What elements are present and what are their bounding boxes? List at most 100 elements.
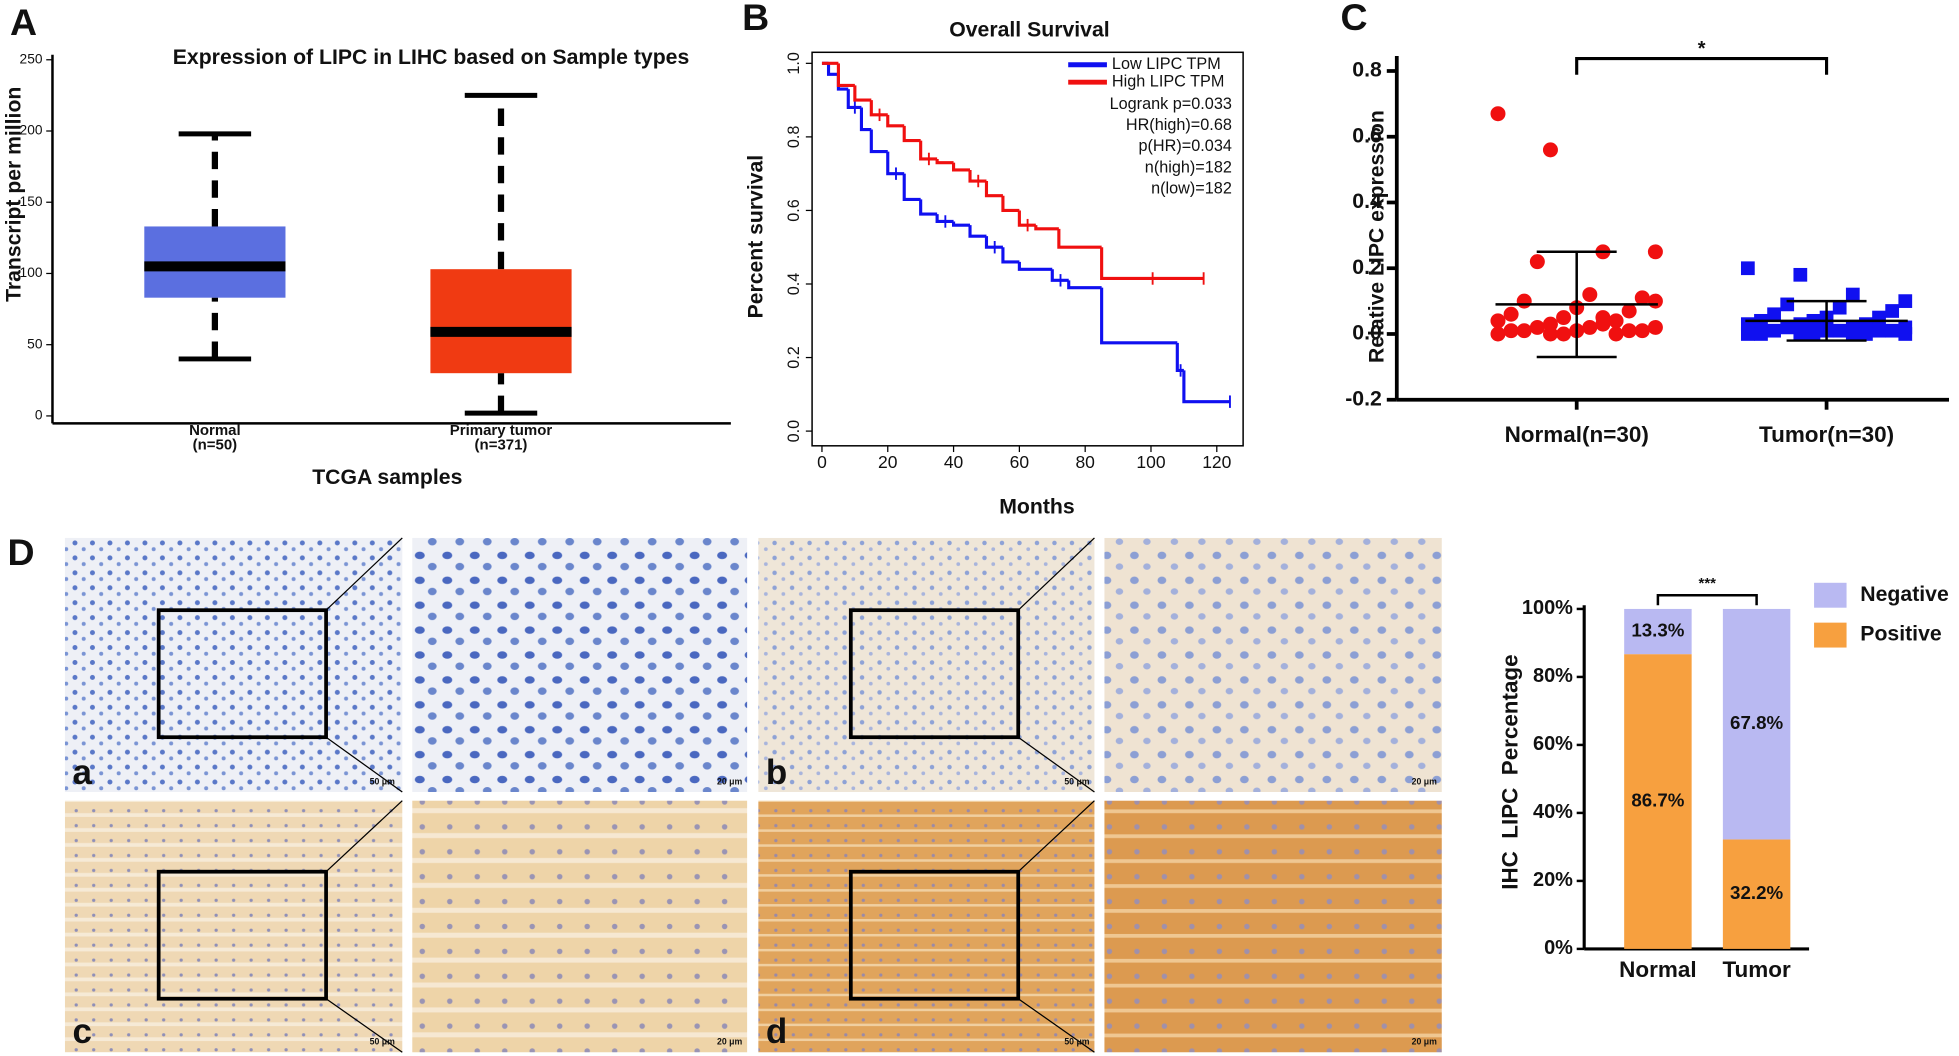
y-tick-label: 0.8 bbox=[785, 126, 803, 148]
value-label: 32.2% bbox=[1730, 882, 1783, 903]
ihc-images bbox=[64, 537, 1442, 1053]
ihc-image bbox=[1104, 537, 1442, 792]
point bbox=[1898, 327, 1913, 341]
point bbox=[1859, 327, 1873, 341]
scale-bar-label: 50 μm bbox=[370, 1037, 395, 1047]
annotation: n(low)=182 bbox=[1151, 180, 1232, 198]
survival-step bbox=[1100, 287, 1178, 345]
legend-label: Negative bbox=[1860, 583, 1949, 606]
legend-label: Positive bbox=[1860, 623, 1942, 646]
ihc-label: a bbox=[72, 753, 92, 792]
y-tick-label: 0.6 bbox=[785, 199, 803, 221]
y-tick-label: 20% bbox=[1533, 869, 1573, 891]
y-tick-label: 0.6 bbox=[1352, 124, 1382, 147]
survival-step bbox=[1100, 247, 1204, 281]
y-tick-label: 50 bbox=[27, 336, 43, 351]
survival-step bbox=[902, 125, 921, 143]
bar-segment bbox=[1722, 608, 1791, 840]
n-label: (n=50) bbox=[193, 437, 238, 454]
y-axis-label: Percent survival bbox=[745, 155, 768, 318]
point bbox=[1872, 323, 1886, 338]
point bbox=[1608, 326, 1624, 342]
y-tick-label: 0.8 bbox=[1352, 59, 1382, 82]
point bbox=[1582, 319, 1598, 335]
point bbox=[1767, 307, 1781, 322]
survival-step bbox=[1017, 210, 1036, 227]
survival-step bbox=[919, 199, 938, 216]
y-tick-label: 60% bbox=[1533, 733, 1573, 755]
x-axis-label: Months bbox=[999, 496, 1074, 519]
y-tick-label: 250 bbox=[20, 51, 43, 66]
survival-step bbox=[826, 63, 839, 76]
significance-label: * bbox=[1698, 38, 1706, 60]
y-tick-label: 0% bbox=[1544, 937, 1573, 959]
ihc-label: b bbox=[766, 753, 787, 792]
point bbox=[1503, 306, 1519, 322]
ihc-image bbox=[412, 537, 748, 792]
plot-frame bbox=[811, 51, 1244, 447]
point bbox=[1556, 326, 1572, 342]
point bbox=[1793, 327, 1808, 341]
ihc-image bbox=[412, 800, 748, 1053]
point bbox=[1740, 327, 1755, 341]
bar-segment bbox=[1722, 839, 1791, 949]
y-tick-label: 200 bbox=[20, 123, 43, 138]
y-tick-label: 0 bbox=[35, 408, 43, 423]
scale-bar-label: 50 μm bbox=[1064, 776, 1089, 786]
chart-title: Expression of LIPC in LIHC based on Samp… bbox=[173, 46, 690, 69]
y-tick-label: 0.2 bbox=[785, 346, 803, 368]
point bbox=[1740, 261, 1755, 276]
y-tick-label: 0.4 bbox=[1352, 190, 1382, 213]
scale-bar-label: 20 μm bbox=[1412, 776, 1437, 786]
annotation: Logrank p=0.033 bbox=[1110, 95, 1232, 113]
scale-bar-label: 20 μm bbox=[1412, 1037, 1437, 1047]
annotation: n(high)=182 bbox=[1145, 158, 1232, 176]
legend-label: Low LIPC TPM bbox=[1112, 55, 1221, 73]
point bbox=[1621, 303, 1637, 319]
point bbox=[1490, 313, 1506, 329]
survival-step bbox=[952, 221, 971, 227]
legend-label: High LIPC TPM bbox=[1112, 72, 1224, 90]
point bbox=[1529, 254, 1545, 270]
survival-step bbox=[1034, 225, 1059, 231]
box bbox=[430, 269, 572, 374]
x-tick-label: 40 bbox=[944, 452, 964, 472]
ihc-image bbox=[64, 800, 403, 1053]
y-tick-label: 0.2 bbox=[1352, 256, 1382, 279]
survival-step bbox=[1001, 247, 1020, 264]
point bbox=[1582, 287, 1598, 303]
point bbox=[1516, 323, 1532, 339]
value-label: 13.3% bbox=[1631, 620, 1684, 641]
survival-step bbox=[902, 173, 921, 201]
point bbox=[1832, 323, 1847, 338]
bar-segment bbox=[1624, 608, 1692, 655]
y-axis-label: IHC LIPC Percentage bbox=[1498, 654, 1523, 889]
point bbox=[1621, 323, 1637, 339]
x-tick-label: Normal bbox=[189, 422, 241, 439]
y-tick-label: 0.0 bbox=[1352, 322, 1382, 345]
point bbox=[1608, 313, 1624, 329]
scale-bar-label: 50 μm bbox=[370, 776, 395, 786]
x-tick-label: 60 bbox=[1010, 452, 1030, 472]
point bbox=[1767, 323, 1781, 338]
y-tick-label: 100% bbox=[1522, 597, 1573, 619]
point bbox=[1556, 310, 1572, 326]
point bbox=[1529, 319, 1545, 335]
y-tick-label: 40% bbox=[1533, 801, 1573, 823]
ihc-label: c bbox=[72, 1012, 91, 1051]
point bbox=[1872, 310, 1886, 325]
point bbox=[1490, 106, 1506, 122]
y-axis-label: Relative LIPC expression bbox=[1366, 110, 1389, 363]
y-tick-label: 0.0 bbox=[785, 420, 803, 442]
x-tick-label: Primary tumor bbox=[450, 422, 553, 439]
point bbox=[1780, 320, 1795, 335]
point bbox=[1898, 294, 1913, 308]
x-tick-label: Normal bbox=[1619, 957, 1696, 982]
point bbox=[1542, 326, 1558, 342]
bar-segment bbox=[1624, 654, 1692, 949]
survival-step bbox=[968, 225, 987, 238]
annotation: HR(high)=0.68 bbox=[1126, 116, 1232, 134]
survival-step bbox=[886, 151, 905, 176]
survival-step bbox=[869, 129, 888, 154]
